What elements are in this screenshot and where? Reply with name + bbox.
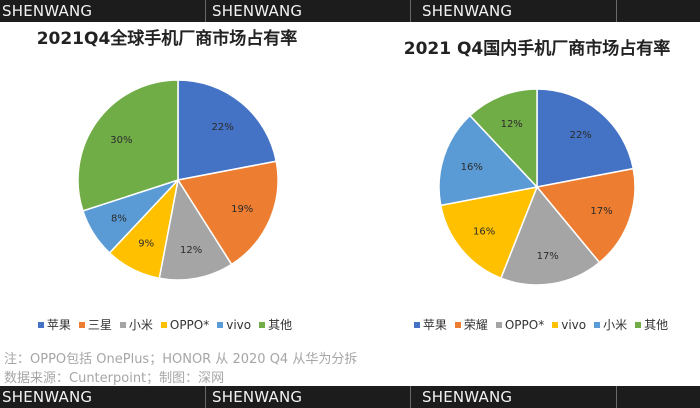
pie-slice-3 [439,186,539,280]
legend-item-4: vivo [217,316,251,333]
legend-swatch [635,321,642,328]
chart-title: 2021Q4全球手机厂商市场占有率 [36,29,298,49]
watermark-text: SHENWANG [212,388,303,406]
watermark-text: SHENWANG [2,2,93,20]
legend-swatch [552,321,559,328]
chart-legend: 苹果 三星 小米 OPPO* vivo 其他 [0,316,340,333]
slice-label-0: 22% [570,130,592,141]
legend-swatch [594,321,601,328]
legend-label: 荣耀 [463,318,488,332]
legend-swatch [259,321,266,328]
slice-label-1: 19% [231,204,253,215]
legend-swatch [78,321,85,328]
watermark-text: SHENWANG [422,388,513,406]
legend-label: OPPO* [169,317,210,332]
legend-label: 其他 [644,318,669,332]
legend-item-3: vivo [552,316,586,333]
footnote-line-1: 注：OPPO包括 OnePlus；HONOR 从 2020 Q4 从华为分拆 [4,352,358,367]
legend-swatch [413,321,420,328]
pie-slice-1 [535,167,636,264]
pie-slice-1 [176,160,279,266]
band-divider [616,0,617,22]
legend-swatch [37,321,44,328]
pie-slice-5 [468,88,538,189]
legend-label: 三星 [87,318,112,332]
band-divider [410,0,411,22]
chart-title: 2021 Q4国内手机厂商市场占有率 [403,39,671,59]
slice-label-0: 22% [211,122,233,133]
slice-label-4: 16% [461,162,483,173]
slice-label-5: 12% [501,119,523,130]
band-divider [616,386,617,408]
legend-label: 小米 [128,318,153,332]
footnote-line-2: 数据来源：Cunterpoint；制图：深网 [4,371,225,386]
legend-swatch [119,321,126,328]
watermark-text: SHENWANG [2,388,93,406]
legend-item-2: 小米 [119,316,153,333]
slice-label-2: 17% [537,251,559,262]
slice-label-4: 8% [111,214,127,225]
legend-label: 苹果 [422,318,447,332]
slice-label-3: 16% [473,227,495,238]
chart-legend: 苹果 荣耀 OPPO* vivo 小米 其他 [366,316,700,333]
slice-label-5: 30% [110,135,132,146]
band-divider [410,386,411,408]
slice-label-1: 17% [590,206,612,217]
legend-item-1: 荣耀 [454,316,488,333]
legend-item-0: 苹果 [413,316,447,333]
domestic-share-chart: 2021 Q4国内手机厂商市场占有率 22% 17% 17% 16% 16% 12% 苹果… [350,22,700,344]
slice-label-2: 12% [180,245,202,256]
legend-swatch [495,321,502,328]
watermark-band-bottom: SHENWANG SHENWANG SHENWANG [0,386,700,408]
band-divider [205,386,206,408]
legend-item-5: 其他 [635,316,668,333]
watermark-band-top: SHENWANG SHENWANG SHENWANG [0,0,700,22]
global-share-chart: 2021Q4全球手机厂商市场占有率 22% 19% 12% 9% 8% 30% 苹果 三星 小… [0,22,350,344]
legend-swatch [160,321,167,328]
legend-label: 小米 [603,318,628,332]
legend-label: OPPO* [504,317,545,332]
legend-item-2: OPPO* [495,316,545,333]
watermark-text: SHENWANG [212,2,303,20]
legend-label: 其他 [268,318,293,332]
legend-label: 苹果 [46,318,71,332]
band-divider [205,0,206,22]
pie-chart-svg: 22% 19% 12% 9% 8% 30% [77,79,279,281]
legend-item-1: 三星 [78,316,112,333]
legend-swatch [217,321,224,328]
slice-label-3: 9% [138,238,154,249]
pie-slice-2 [158,177,233,281]
pie-slice-5 [77,79,179,212]
legend-item-0: 苹果 [37,316,71,333]
pie-slice-0 [177,79,278,181]
legend-item-3: OPPO* [160,316,210,333]
watermark-text: SHENWANG [422,2,513,20]
pie-slice-4 [438,114,539,207]
legend-label: vivo [561,317,587,332]
pie-slice-0 [536,88,635,188]
legend-item-5: 其他 [259,316,292,333]
pie-chart-svg: 22% 17% 17% 16% 16% 12% [438,88,636,286]
legend-label: vivo [226,317,252,332]
legend-item-4: 小米 [594,316,627,333]
legend-swatch [454,321,461,328]
pie-slice-2 [499,185,601,286]
